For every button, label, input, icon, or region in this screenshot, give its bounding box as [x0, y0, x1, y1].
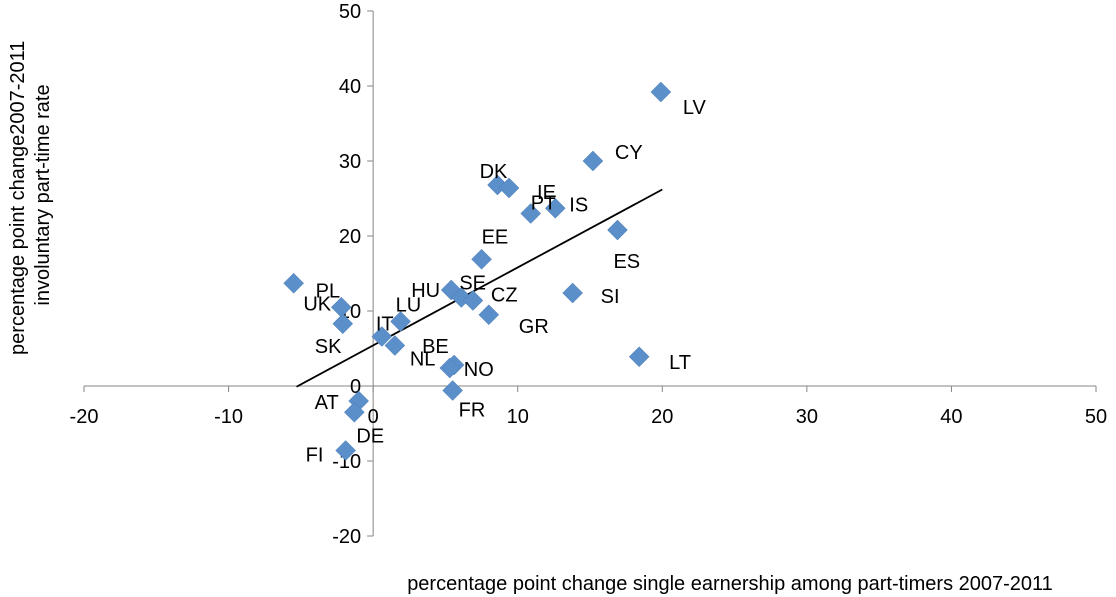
data-point-si	[562, 282, 584, 304]
data-point-pt	[520, 203, 542, 224]
x-tick-label: 0	[368, 406, 379, 428]
x-tick-label: 40	[940, 406, 962, 428]
data-point-lt	[628, 346, 650, 368]
point-label-si: SI	[601, 286, 620, 308]
data-point-is	[544, 197, 566, 219]
point-label-lt: LT	[669, 352, 691, 374]
data-point-fi	[335, 440, 357, 461]
y-axis-title-line-2: involuntary part-time rate	[32, 84, 54, 305]
point-label-dk: DK	[480, 161, 508, 183]
data-point-ee	[471, 248, 492, 270]
data-point-de	[343, 401, 365, 423]
point-label-es: ES	[613, 251, 640, 273]
x-axis-title: percentage point change single earnershi…	[407, 573, 1053, 595]
point-label-no: NO	[464, 359, 494, 381]
data-point-lv	[650, 81, 672, 103]
data-point-ie	[498, 177, 520, 199]
y-tick-label: 50	[339, 1, 361, 23]
point-label-be: BE	[422, 336, 449, 358]
y-tick-label: 30	[339, 151, 361, 173]
data-point-pl	[283, 272, 304, 294]
point-label-lv: LV	[683, 97, 707, 119]
x-tick-label: 10	[507, 406, 529, 428]
point-label-cz: CZ	[491, 285, 518, 307]
y-axis-title: percentage point change2007-2011 involun…	[7, 35, 54, 355]
point-label-ie: IE	[537, 182, 556, 204]
point-label-hu: HU	[411, 280, 440, 302]
point-label-fr: FR	[459, 400, 486, 422]
data-point-es	[607, 219, 628, 241]
point-label-cy: CY	[615, 142, 643, 164]
point-label-ee: EE	[482, 226, 509, 248]
x-tick-label: 20	[651, 406, 673, 428]
data-point-fr	[442, 380, 464, 401]
data-point-lu	[390, 311, 411, 332]
data-point-gr	[478, 304, 500, 326]
point-label-gr: GR	[519, 316, 549, 338]
data-point-nl	[384, 335, 406, 356]
y-tick-label: -20	[332, 526, 361, 548]
point-label-it: IT	[376, 314, 394, 336]
point-label-uk: UK	[303, 293, 331, 315]
x-tick-label: -20	[70, 406, 99, 428]
trendline-layer	[296, 188, 663, 388]
data-points	[283, 81, 672, 461]
point-label-pt: PT	[531, 193, 557, 215]
point-label-nl: NL	[410, 349, 436, 371]
point-label-at: AT	[315, 392, 339, 414]
point-label-pl: PL	[316, 280, 340, 302]
data-point-no	[439, 357, 461, 379]
y-tick-label: -10	[332, 451, 361, 473]
data-point-cz	[462, 290, 484, 311]
x-tick-label: 30	[796, 406, 818, 428]
point-label-de: DE	[356, 425, 384, 447]
x-tick-label: 50	[1085, 406, 1107, 428]
trendline	[296, 188, 663, 388]
data-point-cy	[582, 150, 604, 172]
y-tick-label: 0	[350, 376, 361, 398]
point-label-lu: LU	[396, 295, 422, 317]
point-label-sk: SK	[315, 336, 342, 358]
axes	[83, 10, 1097, 537]
point-label-fi: FI	[306, 445, 324, 467]
x-tick-label: -10	[214, 406, 243, 428]
y-axis-title-line-1: percentage point change2007-2011	[7, 41, 29, 355]
point-label-se: SE	[459, 273, 486, 295]
y-tick-label: 20	[339, 226, 361, 248]
data-point-it	[371, 326, 393, 347]
y-tick-label: 40	[339, 76, 361, 98]
point-label-is: IS	[569, 194, 588, 216]
data-point-sk	[332, 313, 354, 335]
